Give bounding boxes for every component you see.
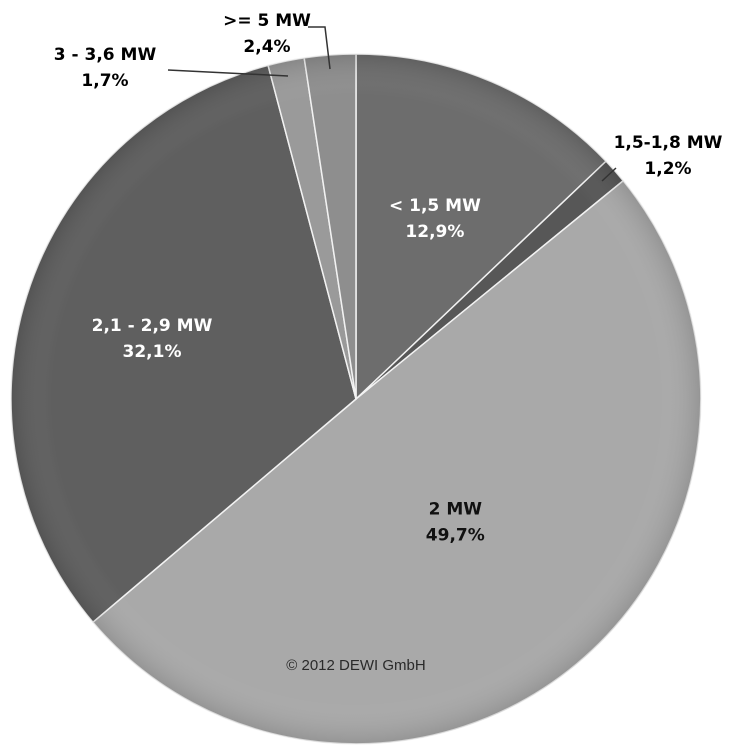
leader-line (308, 26, 331, 70)
slice-label: >= 5 MW 2,4% (223, 11, 311, 57)
leader-line (167, 69, 289, 77)
slice-value-label: 49,7% (426, 525, 485, 545)
slice-category-label: 2,1 - 2,9 MW (92, 316, 213, 336)
slice-category-label: >= 5 MW (223, 11, 311, 31)
slice-category-label: 3 - 3,6 MW (54, 45, 157, 65)
pie-slices (10, 53, 702, 745)
slice-value-label: 1,7% (81, 71, 128, 91)
copyright-annotation: © 2012 DEWI GmbH (286, 657, 425, 674)
slice-label: < 1,5 MW 12,9% (389, 196, 481, 242)
slice-value-label: 32,1% (123, 342, 182, 362)
slice-value-label: 2,4% (243, 37, 290, 57)
leader-lines (167, 26, 617, 182)
slice-category-label: < 1,5 MW (389, 196, 481, 216)
slice-category-label: 2 MW (429, 499, 483, 519)
slice-label: 3 - 3,6 MW 1,7% (54, 45, 157, 91)
slice-label: 1,5-1,8 MW 1,2% (614, 133, 723, 179)
slice-labels: < 1,5 MW 12,9% 1,5-1,8 MW 1,2% 2 MW 49,7% 2,1 … (54, 11, 723, 545)
slice-value-label: 12,9% (405, 222, 464, 242)
slice-value-label: 1,2% (644, 159, 691, 179)
leader-line (601, 167, 617, 182)
slice-category-label: 1,5-1,8 MW (614, 133, 723, 153)
slice-label: 2,1 - 2,9 MW 32,1% (92, 316, 213, 362)
slice-label: 2 MW 49,7% (426, 499, 485, 545)
pie-edge-shading (11, 54, 701, 744)
